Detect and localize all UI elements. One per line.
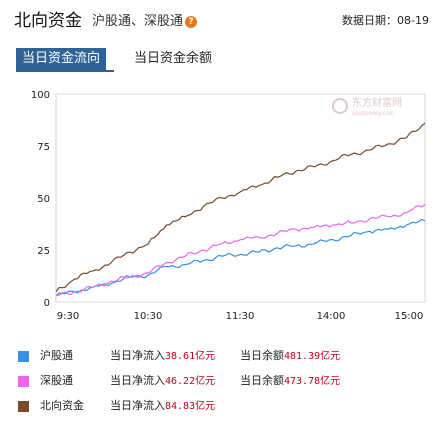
balance-sz: 当日余额473.78亿元: [240, 371, 340, 392]
tab-daily-flow[interactable]: 当日资金流向: [16, 48, 107, 70]
legend-name-sh: 沪股通: [40, 349, 73, 362]
legend-row-sh: 沪股通 当日净流入38.61亿元 当日余额481.39亿元: [0, 346, 443, 366]
watermark: 东方财富网 eastmoney.com: [332, 96, 402, 117]
plot-area: [55, 93, 426, 303]
inflow-value-sh: 38.61亿元: [165, 351, 216, 362]
inflow-label-north: 当日净流入: [110, 399, 165, 412]
watermark-text: 东方财富网: [352, 96, 402, 109]
balance-value-sh: 481.39亿元: [284, 351, 341, 362]
watermark-subtext: eastmoney.com: [352, 111, 394, 117]
balance-sh: 当日余额481.39亿元: [240, 346, 340, 367]
y-tick-label: 0: [44, 298, 50, 309]
series-lines: [55, 122, 426, 297]
y-tick-label: 75: [37, 142, 50, 153]
subtitle-text: 沪股通、深股通: [92, 14, 184, 29]
inflow-value-north: 84.83亿元: [165, 401, 216, 412]
legend-swatch-north: [18, 401, 29, 412]
x-tick-label: 14:00: [317, 311, 346, 322]
header: 北向资金 沪股通、深股通? 数据日期：08-19: [0, 0, 443, 38]
legend-swatch-sz: [18, 376, 29, 387]
inflow-label-sz: 当日净流入: [110, 374, 165, 387]
x-tick-label: 9:30: [57, 311, 79, 322]
page-subtitle: 沪股通、深股通?: [92, 10, 198, 29]
balance-label-sh: 当日余额: [240, 349, 284, 362]
page-title: 北向资金: [14, 11, 82, 31]
series-line-1: [55, 203, 426, 297]
series-line-2: [55, 122, 426, 292]
balance-label-sz: 当日余额: [240, 374, 284, 387]
inflow-value-sz: 46.22亿元: [165, 376, 216, 387]
tab-underline: [16, 70, 114, 72]
balance-value-sz: 473.78亿元: [284, 376, 341, 387]
series-line-0: [55, 218, 426, 297]
x-tick-label: 11:30: [226, 311, 255, 322]
legend-row-north: 北向资金 当日净流入84.83亿元: [0, 396, 443, 416]
legend-swatch-sh: [18, 351, 29, 362]
tab-bar: 当日资金流向 当日资金余额: [0, 46, 443, 72]
y-tick-label: 25: [37, 246, 50, 257]
legend-name-sz: 深股通: [40, 374, 73, 387]
tab-daily-balance[interactable]: 当日资金余额: [134, 51, 213, 66]
legend-name-north: 北向资金: [40, 399, 84, 412]
y-axis: 0 25 50 75 100: [31, 90, 50, 309]
inflow-north: 当日净流入84.83亿元: [110, 396, 215, 417]
y-tick-label: 50: [37, 194, 50, 205]
x-tick-label: 15:00: [395, 311, 424, 322]
y-tick-label: 100: [31, 90, 50, 101]
inflow-sz: 当日净流入46.22亿元: [110, 371, 215, 392]
data-date: 数据日期：08-19: [342, 14, 429, 27]
legend-row-sz: 深股通 当日净流入46.22亿元 当日余额473.78亿元: [0, 371, 443, 391]
eastmoney-logo-icon: [332, 98, 348, 114]
inflow-sh: 当日净流入38.61亿元: [110, 346, 215, 367]
flow-line-chart: 东方财富网 eastmoney.com 0 25 50 75 100 9:30 10:30…: [31, 90, 426, 322]
x-tick-label: 10:30: [134, 311, 163, 322]
x-axis: 9:30 10:30 11:30 14:00 15:00: [57, 311, 424, 322]
inflow-label-sh: 当日净流入: [110, 349, 165, 362]
question-mark-icon[interactable]: ?: [185, 16, 198, 28]
